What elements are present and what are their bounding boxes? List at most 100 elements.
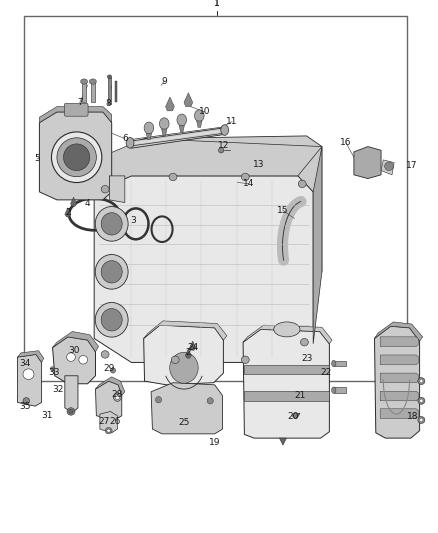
Polygon shape: [293, 413, 300, 418]
Polygon shape: [354, 147, 381, 179]
Text: 13: 13: [253, 160, 264, 168]
Bar: [334, 361, 346, 366]
Polygon shape: [184, 93, 193, 107]
Polygon shape: [53, 337, 95, 384]
Ellipse shape: [23, 369, 34, 379]
Text: 2: 2: [65, 208, 71, 216]
Bar: [108, 77, 111, 104]
Ellipse shape: [101, 309, 122, 331]
Text: 1: 1: [214, 0, 220, 8]
Ellipse shape: [101, 185, 109, 193]
Polygon shape: [162, 129, 167, 135]
Polygon shape: [18, 351, 44, 362]
Ellipse shape: [115, 394, 120, 400]
Bar: [82, 82, 86, 102]
Text: 4: 4: [85, 199, 90, 208]
Ellipse shape: [155, 397, 162, 403]
Text: 16: 16: [340, 139, 352, 147]
Text: 8: 8: [106, 100, 112, 108]
Bar: [91, 82, 95, 102]
Polygon shape: [100, 411, 117, 433]
Polygon shape: [243, 325, 332, 344]
Text: 12: 12: [218, 141, 229, 150]
Text: 29: 29: [103, 365, 114, 373]
Ellipse shape: [274, 322, 300, 337]
Text: 32: 32: [53, 385, 64, 393]
Text: 6: 6: [122, 134, 128, 143]
Bar: [334, 387, 346, 393]
Text: 17: 17: [406, 161, 417, 169]
Polygon shape: [380, 337, 418, 346]
Ellipse shape: [300, 338, 308, 346]
Text: 21: 21: [295, 391, 306, 400]
Polygon shape: [380, 355, 418, 365]
Polygon shape: [243, 329, 329, 438]
Polygon shape: [65, 208, 71, 217]
Polygon shape: [374, 322, 423, 341]
Ellipse shape: [89, 79, 96, 84]
Ellipse shape: [194, 110, 204, 122]
Polygon shape: [190, 341, 196, 350]
Ellipse shape: [298, 180, 306, 188]
Ellipse shape: [126, 138, 134, 148]
Polygon shape: [244, 391, 329, 401]
Text: 26: 26: [110, 417, 121, 425]
Polygon shape: [374, 326, 420, 438]
Text: 20: 20: [287, 413, 298, 421]
Ellipse shape: [113, 393, 121, 401]
Polygon shape: [94, 139, 322, 192]
Ellipse shape: [219, 148, 224, 153]
Ellipse shape: [107, 75, 112, 78]
Ellipse shape: [57, 138, 96, 177]
Polygon shape: [166, 97, 174, 111]
Polygon shape: [179, 125, 184, 132]
Ellipse shape: [101, 261, 122, 283]
Polygon shape: [144, 325, 223, 385]
Polygon shape: [110, 176, 120, 189]
Ellipse shape: [420, 379, 423, 383]
Polygon shape: [380, 391, 418, 401]
Ellipse shape: [64, 144, 90, 171]
Text: 24: 24: [187, 343, 198, 352]
Polygon shape: [71, 197, 77, 206]
Text: 3: 3: [131, 216, 137, 225]
Bar: [115, 81, 117, 102]
Text: 11: 11: [226, 117, 238, 126]
Ellipse shape: [23, 398, 29, 404]
Text: 25: 25: [178, 418, 190, 426]
Text: 19: 19: [209, 438, 220, 447]
Polygon shape: [197, 121, 202, 127]
Polygon shape: [95, 377, 125, 395]
Text: 22: 22: [321, 368, 332, 376]
Polygon shape: [65, 376, 78, 413]
Ellipse shape: [293, 413, 298, 418]
Ellipse shape: [418, 377, 425, 385]
Ellipse shape: [110, 368, 116, 373]
Text: 30: 30: [68, 346, 79, 355]
Text: 23: 23: [301, 354, 312, 362]
FancyBboxPatch shape: [64, 103, 88, 116]
Text: 2: 2: [186, 349, 191, 357]
Ellipse shape: [207, 398, 213, 404]
Polygon shape: [39, 112, 112, 200]
Text: 28: 28: [112, 390, 123, 399]
Polygon shape: [381, 160, 394, 175]
Ellipse shape: [107, 429, 110, 432]
Ellipse shape: [159, 118, 169, 130]
Ellipse shape: [177, 114, 187, 126]
Polygon shape: [244, 365, 329, 374]
Ellipse shape: [170, 352, 198, 383]
Text: 5: 5: [34, 155, 40, 163]
Text: 9: 9: [161, 77, 167, 85]
Text: 31: 31: [42, 411, 53, 420]
Ellipse shape: [221, 125, 229, 135]
Polygon shape: [380, 409, 418, 418]
Ellipse shape: [420, 399, 423, 402]
Ellipse shape: [95, 302, 128, 337]
Text: 27: 27: [98, 417, 110, 425]
Polygon shape: [39, 107, 112, 123]
Ellipse shape: [81, 79, 88, 84]
Text: 18: 18: [407, 413, 418, 421]
Polygon shape: [53, 332, 99, 352]
Polygon shape: [146, 133, 152, 140]
